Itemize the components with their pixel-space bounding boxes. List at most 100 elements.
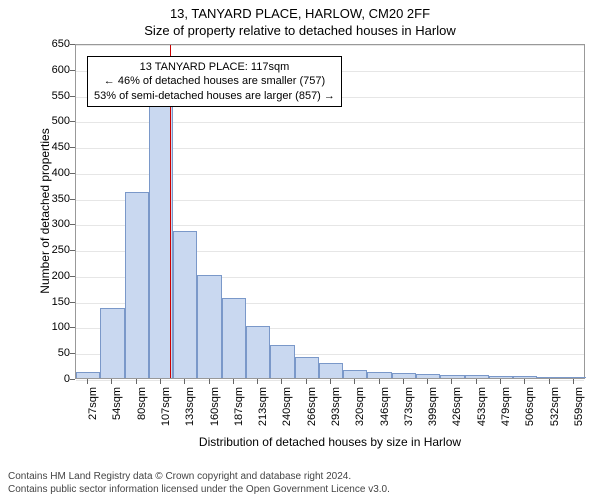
chart-title: 13, TANYARD PLACE, HARLOW, CM20 2FF bbox=[0, 0, 600, 21]
xtick-mark bbox=[379, 379, 380, 384]
xtick-mark bbox=[330, 379, 331, 384]
ytick-label: 300 bbox=[30, 218, 70, 230]
ytick-mark bbox=[70, 276, 75, 277]
xtick-label: 266sqm bbox=[306, 387, 318, 427]
xtick-mark bbox=[573, 379, 574, 384]
xtick-mark bbox=[403, 379, 404, 384]
xtick-label: 506sqm bbox=[524, 387, 536, 427]
histogram-bar bbox=[295, 357, 319, 378]
xtick-mark bbox=[427, 379, 428, 384]
chart-subtitle: Size of property relative to detached ho… bbox=[0, 21, 600, 38]
xtick-label: 346sqm bbox=[379, 387, 391, 427]
xtick-mark bbox=[233, 379, 234, 384]
footer-line1: Contains HM Land Registry data © Crown c… bbox=[8, 470, 592, 483]
histogram-bar bbox=[125, 192, 149, 378]
xtick-label: 559sqm bbox=[573, 387, 585, 427]
annotation-line3: 53% of semi-detached houses are larger (… bbox=[94, 89, 335, 103]
xtick-label: 160sqm bbox=[209, 387, 221, 427]
ytick-label: 600 bbox=[30, 64, 70, 76]
xtick-label: 399sqm bbox=[427, 387, 439, 427]
ytick-mark bbox=[70, 173, 75, 174]
ytick-label: 350 bbox=[30, 193, 70, 205]
histogram-bar bbox=[416, 374, 440, 378]
ytick-label: 400 bbox=[30, 167, 70, 179]
xtick-label: 133sqm bbox=[184, 387, 196, 427]
ytick-mark bbox=[70, 379, 75, 380]
histogram-bar bbox=[319, 363, 343, 378]
ytick-label: 250 bbox=[30, 244, 70, 256]
ytick-mark bbox=[70, 121, 75, 122]
ytick-label: 200 bbox=[30, 270, 70, 282]
histogram-bar bbox=[440, 375, 464, 378]
histogram-bar bbox=[270, 345, 294, 379]
xtick-mark bbox=[209, 379, 210, 384]
annotation-line1: 13 TANYARD PLACE: 117sqm bbox=[94, 60, 335, 74]
ytick-label: 150 bbox=[30, 296, 70, 308]
histogram-bar bbox=[173, 231, 197, 378]
xtick-mark bbox=[500, 379, 501, 384]
xtick-label: 532sqm bbox=[549, 387, 561, 427]
ytick-mark bbox=[70, 44, 75, 45]
xtick-mark bbox=[451, 379, 452, 384]
histogram-bar bbox=[76, 372, 100, 378]
footer-line2: Contains public sector information licen… bbox=[8, 483, 592, 496]
xtick-label: 320sqm bbox=[354, 387, 366, 427]
ytick-mark bbox=[70, 250, 75, 251]
ytick-label: 500 bbox=[30, 115, 70, 127]
xtick-mark bbox=[184, 379, 185, 384]
xtick-label: 213sqm bbox=[257, 387, 269, 427]
gridline bbox=[76, 45, 584, 46]
xtick-label: 479sqm bbox=[500, 387, 512, 427]
xtick-label: 426sqm bbox=[451, 387, 463, 427]
histogram-bar bbox=[222, 298, 246, 378]
ytick-label: 550 bbox=[30, 90, 70, 102]
ytick-label: 0 bbox=[30, 373, 70, 385]
ytick-mark bbox=[70, 199, 75, 200]
xtick-mark bbox=[281, 379, 282, 384]
xtick-mark bbox=[306, 379, 307, 384]
ytick-label: 50 bbox=[30, 347, 70, 359]
ytick-mark bbox=[70, 327, 75, 328]
histogram-bar bbox=[100, 308, 124, 378]
xtick-mark bbox=[354, 379, 355, 384]
histogram-bar bbox=[489, 376, 513, 378]
ytick-mark bbox=[70, 302, 75, 303]
ytick-label: 100 bbox=[30, 321, 70, 333]
histogram-bar bbox=[367, 372, 391, 378]
annotation-box: 13 TANYARD PLACE: 117sqm ← 46% of detach… bbox=[87, 56, 342, 107]
xtick-label: 187sqm bbox=[233, 387, 245, 427]
xtick-mark bbox=[257, 379, 258, 384]
footer-text: Contains HM Land Registry data © Crown c… bbox=[8, 470, 592, 496]
xtick-label: 453sqm bbox=[476, 387, 488, 427]
ytick-mark bbox=[70, 353, 75, 354]
xtick-mark bbox=[549, 379, 550, 384]
histogram-bar bbox=[562, 377, 586, 378]
ytick-mark bbox=[70, 96, 75, 97]
histogram-bar bbox=[465, 375, 489, 378]
xtick-mark bbox=[476, 379, 477, 384]
xtick-mark bbox=[87, 379, 88, 384]
x-axis-label: Distribution of detached houses by size … bbox=[75, 435, 585, 449]
ytick-label: 450 bbox=[30, 141, 70, 153]
xtick-mark bbox=[111, 379, 112, 384]
xtick-label: 240sqm bbox=[281, 387, 293, 427]
histogram-bar bbox=[246, 326, 270, 378]
ytick-mark bbox=[70, 147, 75, 148]
histogram-bar bbox=[343, 370, 367, 378]
xtick-mark bbox=[524, 379, 525, 384]
ytick-label: 650 bbox=[30, 38, 70, 50]
xtick-mark bbox=[136, 379, 137, 384]
xtick-label: 293sqm bbox=[330, 387, 342, 427]
histogram-bar bbox=[392, 373, 416, 378]
xtick-label: 54sqm bbox=[111, 387, 123, 427]
annotation-line2: ← 46% of detached houses are smaller (75… bbox=[94, 74, 335, 88]
histogram-bar bbox=[513, 376, 537, 378]
histogram-bar bbox=[197, 275, 221, 378]
ytick-mark bbox=[70, 224, 75, 225]
ytick-mark bbox=[70, 70, 75, 71]
xtick-label: 107sqm bbox=[160, 387, 172, 427]
histogram-bar bbox=[537, 377, 561, 378]
xtick-mark bbox=[160, 379, 161, 384]
xtick-label: 80sqm bbox=[136, 387, 148, 427]
xtick-label: 373sqm bbox=[403, 387, 415, 427]
